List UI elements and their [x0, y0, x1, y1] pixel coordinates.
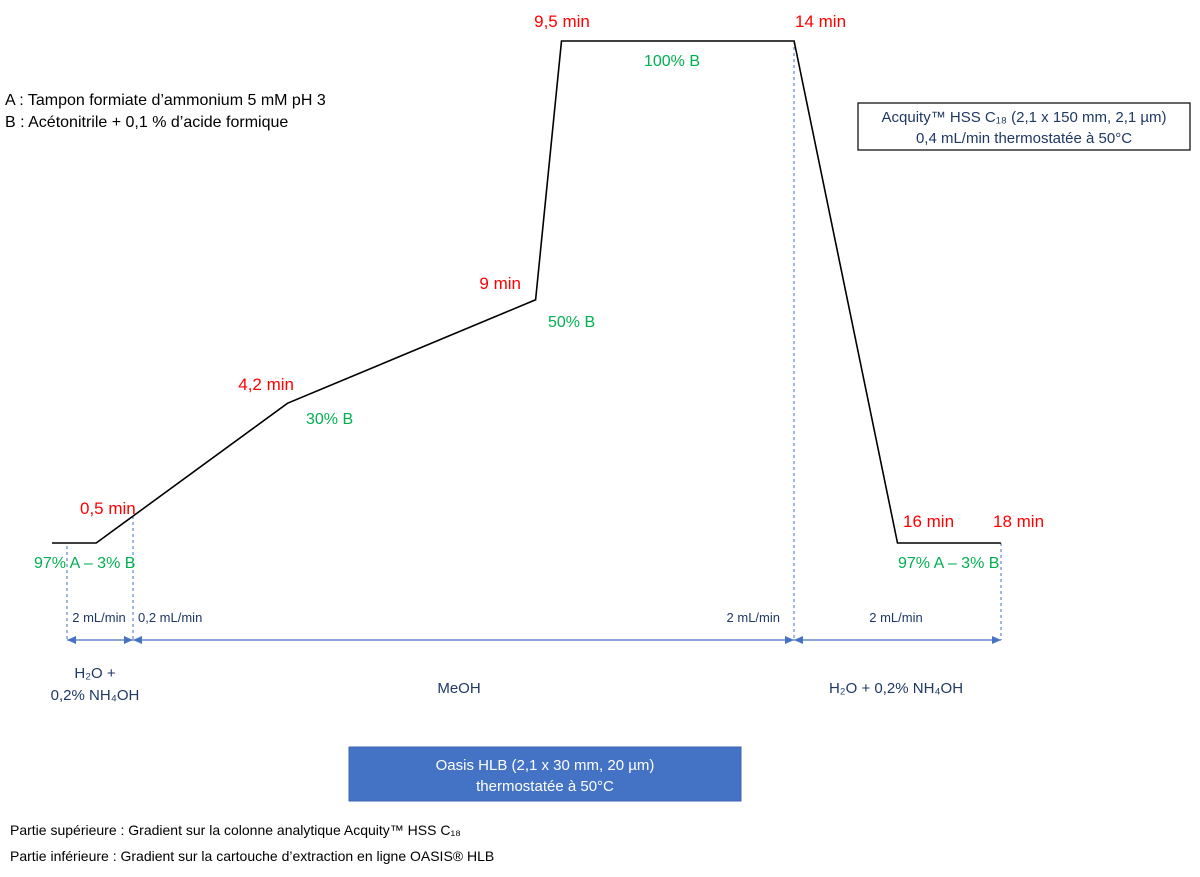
composition-label-final: 97% A – 3% B — [898, 555, 999, 572]
time-label: 16 min — [903, 512, 954, 531]
cartridge-box: Oasis HLB (2,1 x 30 mm, 20 µm) thermosta… — [348, 746, 742, 802]
flow-label: 2 mL/min — [869, 610, 922, 625]
footnote-upper: Partie supérieure : Gradient sur la colo… — [10, 822, 461, 838]
composition-label: 50% B — [548, 314, 595, 331]
cartridge-frame — [348, 746, 742, 802]
flow-label: 2 mL/min — [727, 610, 780, 625]
legend-solvent-b: B : Acétonitrile + 0,1 % d’acide formiqu… — [5, 114, 288, 131]
cartridge-name: Oasis HLB (2,1 x 30 mm, 20 µm) — [436, 757, 655, 774]
cartridge-conditions: thermostatée à 50°C — [476, 778, 614, 795]
analytical-column-name: Acquity™ HSS C₁₈ (2,1 x 150 mm, 2,1 µm) — [882, 109, 1167, 126]
legend-solvent-a: A : Tampon formiate d’ammonium 5 mM pH 3 — [5, 92, 326, 109]
footnote-lower: Partie inférieure : Gradient sur la cart… — [10, 848, 494, 864]
analytical-column-frame — [857, 102, 1191, 151]
time-label: 18 min — [993, 512, 1044, 531]
composition-label-maximum: 100% B — [644, 53, 700, 70]
flow-label: 2 mL/min — [72, 610, 125, 625]
time-label: 4,2 min — [238, 375, 294, 394]
analytical-column-conditions: 0,4 mL/min thermostatée à 50°C — [916, 130, 1132, 147]
time-label: 9 min — [479, 274, 521, 293]
solvent-label: 0,2% NH₄OH — [51, 687, 140, 704]
time-label: 9,5 min — [534, 12, 590, 31]
flow-label: 0,2 mL/min — [138, 610, 202, 625]
solvent-label: MeOH — [437, 680, 480, 697]
solvent-label: H₂O + 0,2% NH₄OH — [829, 680, 963, 697]
time-label: 0,5 min — [80, 499, 136, 518]
composition-label: 30% B — [306, 411, 353, 428]
gradient-line — [52, 40, 1001, 544]
analytical-column-box: Acquity™ HSS C₁₈ (2,1 x 150 mm, 2,1 µm) … — [857, 102, 1191, 151]
time-label: 14 min — [795, 12, 846, 31]
composition-label-initial: 97% A – 3% B — [34, 555, 135, 572]
solvent-label: H₂O + — [74, 665, 115, 682]
